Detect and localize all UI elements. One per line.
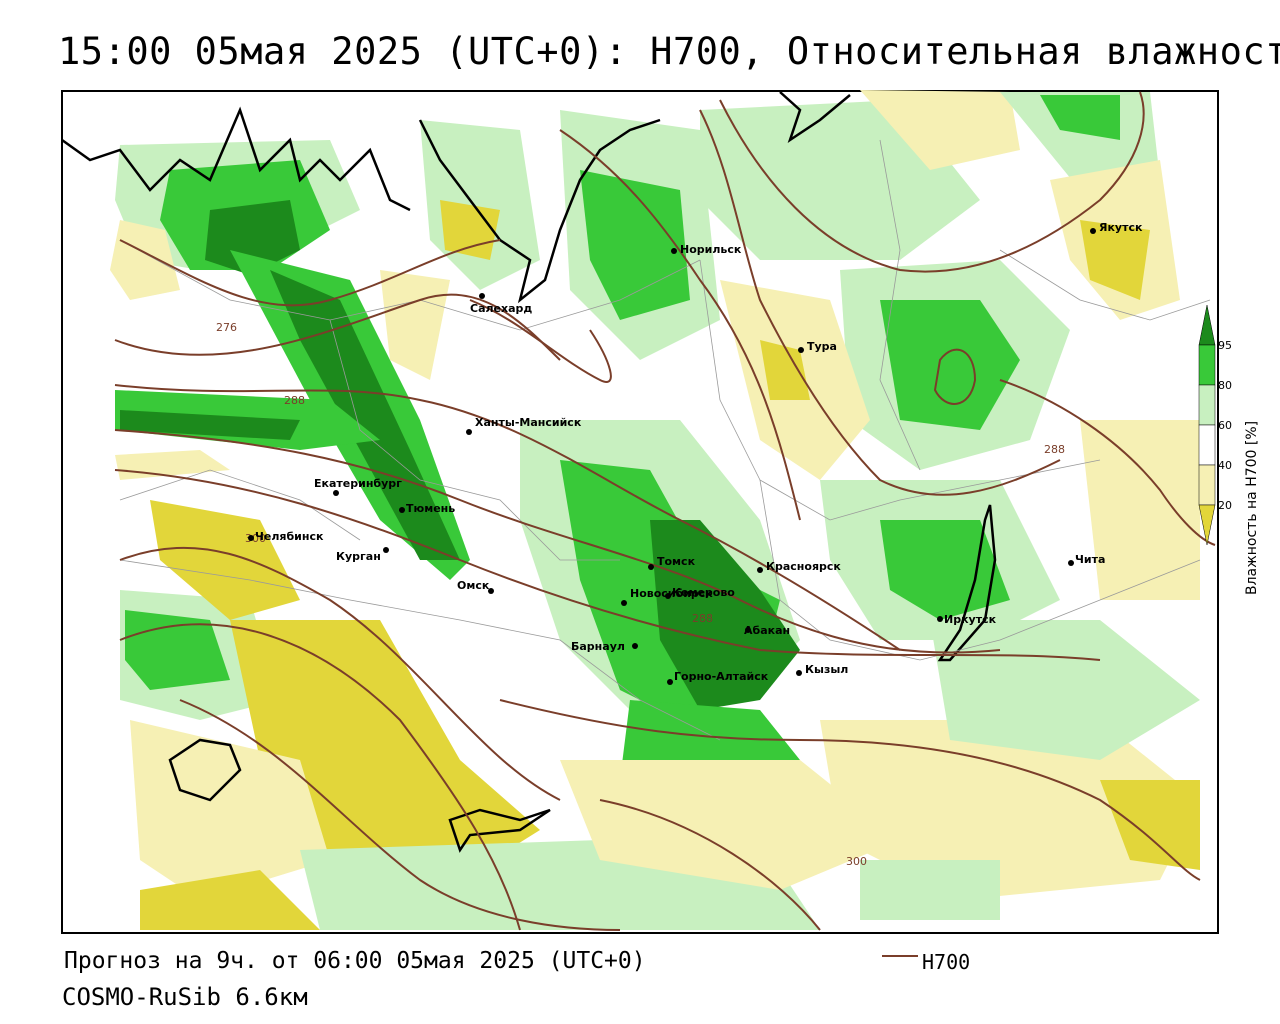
city-label: Кызыл [805, 663, 848, 676]
city-marker [479, 293, 485, 299]
city-label: Омск [457, 579, 490, 592]
city-marker [466, 429, 472, 435]
colorbar-tick: 95 [1218, 339, 1232, 352]
city-label: Челябинск [255, 530, 324, 543]
colorbar-title: Влажность на H700 [%] [1244, 420, 1260, 595]
city-marker [1090, 228, 1096, 234]
model-name: COSMO-RuSib 6.6км [62, 983, 308, 1011]
city-label: Новосибирск [630, 587, 713, 600]
city-label: Якутск [1099, 221, 1143, 234]
cities: Якутск Норильск Салехард Тура Ханты-Мансийск… [248, 221, 1143, 685]
city-label: Барнаул [571, 640, 625, 653]
city-marker [333, 490, 339, 496]
city-label: Абакан [744, 624, 790, 637]
city-label: Кемерово [672, 586, 735, 599]
city-marker [796, 670, 802, 676]
h700-legend-label: H700 [922, 950, 971, 974]
city-label: Горно-Алтайск [674, 670, 769, 683]
contour-label: 276 [216, 321, 237, 334]
city-marker [1068, 560, 1074, 566]
city-label: Ханты-Мансийск [475, 416, 582, 429]
city-label: Чита [1075, 553, 1105, 566]
contour-label: 288 [284, 394, 305, 407]
city-marker [665, 593, 671, 599]
city-marker [248, 535, 254, 541]
city-marker [745, 627, 751, 633]
city-marker [621, 600, 627, 606]
city-marker [757, 567, 763, 573]
contour-label: 300 [846, 855, 867, 868]
colorbar-tick: 40 [1218, 459, 1232, 472]
city-marker [798, 347, 804, 353]
city-marker [671, 248, 677, 254]
city-label: Тюмень [406, 502, 455, 515]
admin-borders [119, 139, 1211, 741]
coastlines [61, 91, 997, 853]
contour-labels: 276 288 300 288 288 300 [216, 321, 1065, 868]
city-marker [667, 679, 673, 685]
colorbar-tick: 60 [1218, 419, 1232, 432]
city-label: Курган [336, 550, 381, 563]
city-label: Норильск [680, 243, 742, 256]
map-title: 15:00 05мая 2025 (UTC+0): H700, Относите… [58, 30, 1280, 73]
city-label: Томск [657, 555, 696, 568]
city-label: Екатеринбург [314, 477, 402, 490]
colorbar: 95 80 60 40 20 [1198, 304, 1232, 546]
city-label: Тура [807, 340, 837, 353]
colorbar-tick: 20 [1218, 499, 1232, 512]
contour-label: 288 [1044, 443, 1065, 456]
city-marker [937, 616, 943, 622]
city-marker [383, 547, 389, 553]
city-marker [632, 643, 638, 649]
city-marker [488, 588, 494, 594]
city-label: Иркутск [944, 613, 997, 626]
city-label: Красноярск [766, 560, 841, 573]
contour-label: 288 [692, 612, 713, 625]
h700-contours [114, 91, 1216, 931]
city-marker [648, 564, 654, 570]
colorbar-tick: 80 [1218, 379, 1232, 392]
forecast-info: Прогноз на 9ч. от 06:00 05мая 2025 (UTC+… [64, 948, 646, 974]
city-label: Салехард [470, 302, 532, 315]
city-marker [399, 507, 405, 513]
h700-legend-swatch [882, 955, 918, 957]
